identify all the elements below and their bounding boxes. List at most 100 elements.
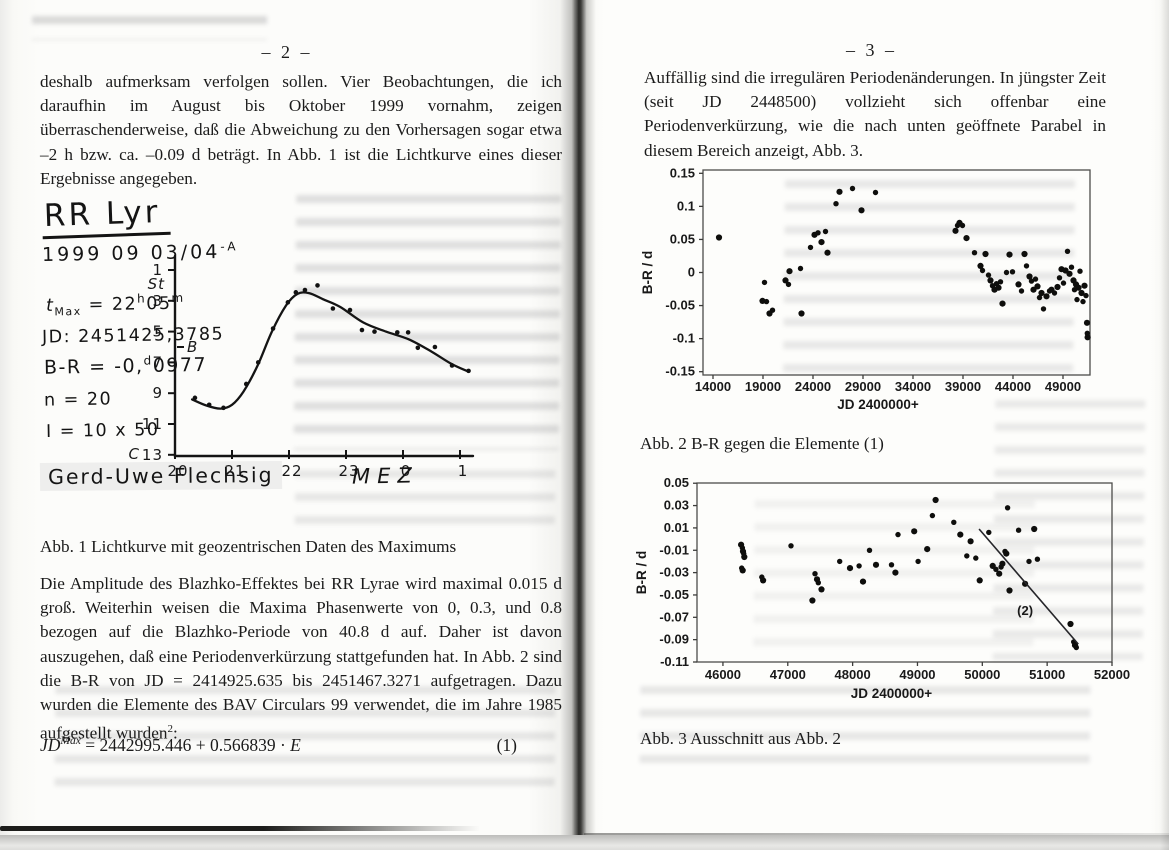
figure1-tmax-annotation: tMax = 22h05m <box>46 291 185 319</box>
data-point <box>769 307 776 313</box>
data-point <box>1021 250 1028 258</box>
data-point <box>760 577 767 584</box>
x-tick-label: 46000 <box>705 667 741 682</box>
x-tick-label: 51000 <box>1029 667 1065 682</box>
data-point <box>1073 644 1079 651</box>
y-tick-label: 5 <box>152 323 163 341</box>
x-tick-label: 52000 <box>1094 667 1130 682</box>
page-3: – 3 – Auffällig sind die irregulären Per… <box>574 0 1169 850</box>
data-point <box>1083 292 1089 299</box>
figure1-date-superscript: -A <box>220 239 239 254</box>
data-point <box>815 580 821 586</box>
data-point <box>330 306 336 311</box>
y-tick-label: -0.15 <box>665 364 695 379</box>
y-tick-label: -0.03 <box>659 565 689 580</box>
data-point <box>302 287 308 293</box>
data-point <box>822 228 829 235</box>
figure1-star-name: RR Lyr <box>41 193 172 240</box>
data-point <box>1067 620 1074 628</box>
paragraph2-text: Die Amplitude des Blazhko-Effektes bei R… <box>40 574 562 743</box>
plot-frame <box>696 482 1113 663</box>
equation-body: = 2442995.446 + 0.566839 · <box>80 735 291 755</box>
data-point <box>818 586 825 593</box>
y-tick-label: 1 <box>152 261 163 279</box>
data-point <box>815 230 821 236</box>
data-point <box>372 329 377 334</box>
data-point <box>797 265 804 272</box>
equation-lhs: JD <box>40 735 61 755</box>
data-point <box>315 283 320 288</box>
data-point <box>1034 556 1041 562</box>
ephemeris-equation: JD Max = 2442995.446 + 0.566839 · E (1) <box>40 735 545 756</box>
observer-signature: Gerd-Uwe Flechsig <box>39 460 282 492</box>
data-point <box>1060 280 1067 286</box>
data-point <box>285 300 291 305</box>
x-tick-label: 20 <box>167 462 188 480</box>
footnote-reference: 2 <box>167 723 173 736</box>
y-tick-label: 0 <box>688 265 695 280</box>
data-point <box>432 344 438 350</box>
page-number: – 3 – <box>846 40 897 60</box>
book-gutter-shadow <box>560 0 596 836</box>
data-point <box>951 519 957 525</box>
y-tick-label: 7 <box>152 353 163 371</box>
y-axis-title: B-R / d <box>640 251 655 295</box>
data-point <box>849 185 856 192</box>
data-point <box>895 531 901 538</box>
y-tick-label: 0.05 <box>670 231 695 246</box>
data-point <box>359 327 365 333</box>
y-tick-label: 9 <box>152 384 163 402</box>
page-2: – 2 – deshalb aufmerksam verfolgen solle… <box>0 0 574 850</box>
data-point <box>1009 269 1016 275</box>
data-point <box>1006 251 1013 258</box>
paragraph2-colon: : <box>172 723 178 743</box>
hand-axes <box>173 254 475 458</box>
y-axis-band-label: St <box>148 275 166 293</box>
body-paragraph: Auffällig sind die irregulären Periodenä… <box>644 68 1106 160</box>
data-point <box>1083 319 1091 326</box>
data-point <box>872 189 879 196</box>
data-point <box>915 558 921 565</box>
br-value-digits: 0977 <box>152 353 208 377</box>
data-point <box>293 290 299 295</box>
x-tick-label: 34000 <box>895 379 931 394</box>
tmax-subscript: Max <box>54 304 82 319</box>
y-tick-label: 0.05 <box>664 475 689 490</box>
figure3-caption: Abb. 3 Ausschnitt aus Abb. 2 <box>640 729 842 748</box>
body-paragraph: Die Amplitude des Blazhko-Effektes bei R… <box>40 572 562 746</box>
data-point <box>1051 290 1058 296</box>
data-point <box>866 547 873 553</box>
data-point <box>395 330 400 335</box>
data-point <box>1077 268 1083 274</box>
x-tick-label: 22 <box>281 462 302 480</box>
data-point <box>1078 289 1085 297</box>
data-point <box>466 368 471 374</box>
data-point <box>924 546 931 553</box>
data-point <box>957 531 964 538</box>
data-point <box>405 330 411 335</box>
data-point <box>999 560 1006 567</box>
figure1-jd-annotation: JD: 2451425,3785 <box>41 324 225 348</box>
data-point <box>932 496 939 504</box>
data-point <box>715 234 723 241</box>
data-point <box>809 597 816 604</box>
data-point <box>996 570 1003 577</box>
data-point <box>1023 263 1030 269</box>
data-point <box>782 277 789 284</box>
scan-bottom-edge <box>0 835 1169 850</box>
figure1-date-text: 1999 09 03/04 <box>41 240 221 267</box>
data-point <box>1031 525 1038 533</box>
data-point <box>872 561 880 568</box>
data-point <box>785 281 792 288</box>
x-axis-title: JD 2400000+ <box>837 397 919 412</box>
y-axis-title: B-R / d <box>634 551 649 595</box>
x-tick-label: 29000 <box>845 379 881 394</box>
x-tick-label: 44000 <box>995 379 1031 394</box>
data-point <box>812 571 818 577</box>
data-point <box>763 298 770 305</box>
y-tick-label: 0.1 <box>677 198 695 213</box>
data-point <box>1018 288 1025 294</box>
x-tick-label: 14000 <box>695 379 731 394</box>
y-tick-label: -0.05 <box>659 587 689 602</box>
data-point <box>979 267 986 274</box>
